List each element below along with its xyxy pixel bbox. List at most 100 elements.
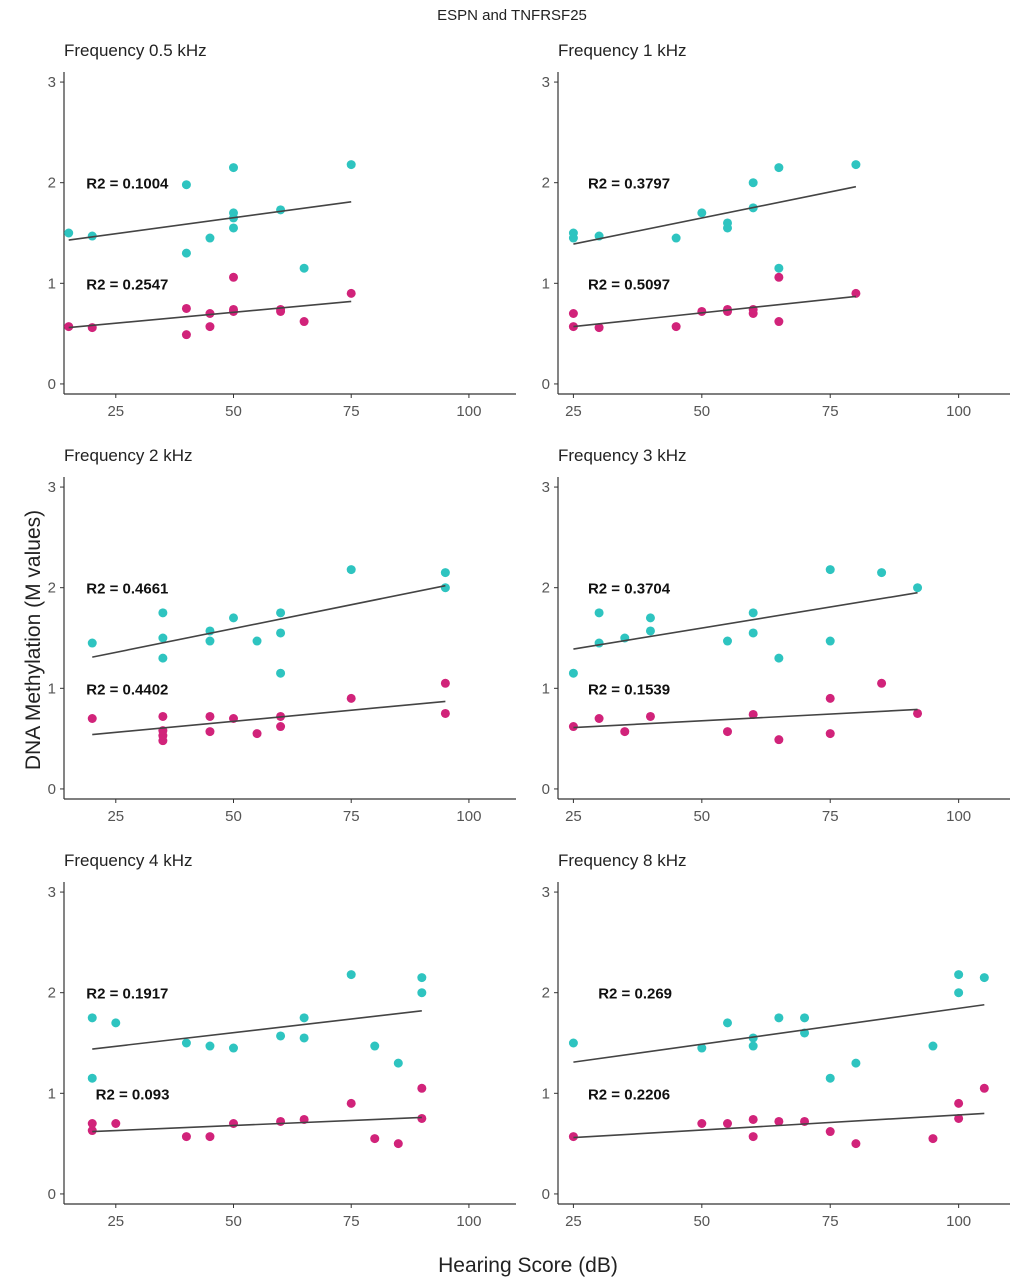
x-tick-label: 50	[225, 808, 242, 825]
espn-point	[205, 636, 215, 646]
r2-label: R2 = 0.4402	[86, 681, 168, 698]
espn-point	[158, 633, 168, 643]
espn-fit-line	[573, 185, 857, 245]
y-tick-label: 0	[48, 1186, 56, 1203]
espn-point	[229, 1043, 238, 1053]
espn-point	[299, 1013, 309, 1023]
espn-point	[774, 653, 784, 663]
y-tick-label: 1	[542, 680, 550, 697]
tnfrsf25-point	[205, 727, 215, 737]
tnfrsf25-point	[87, 714, 97, 723]
tnfrsf25-point	[205, 309, 215, 318]
tnfrsf25-point	[346, 693, 356, 703]
tnfrsf25-point	[851, 1139, 861, 1149]
y-tick-label: 2	[542, 175, 550, 192]
tnfrsf25-point	[158, 711, 168, 721]
tnfrsf25-point	[181, 330, 191, 340]
tnfrsf25-point	[723, 1119, 732, 1128]
espn-point	[229, 208, 238, 218]
tnfrsf25-point	[594, 714, 604, 723]
y-tick-label: 3	[48, 479, 56, 496]
espn-point	[417, 973, 427, 983]
espn-point	[645, 613, 655, 623]
espn-point	[440, 568, 450, 578]
tnfrsf25-fit-line	[92, 1116, 422, 1133]
tnfrsf25-fit-line	[573, 295, 856, 328]
tnfrsf25-point	[748, 1114, 758, 1124]
tnfrsf25-point	[64, 322, 74, 332]
espn-point	[877, 568, 887, 578]
tnfrsf25-point	[181, 1132, 191, 1142]
panel-title: Frequency 4 kHz	[64, 851, 193, 870]
tnfrsf25-point	[877, 678, 887, 688]
panel-title: Frequency 2 kHz	[64, 446, 193, 465]
tnfrsf25-point	[370, 1134, 380, 1144]
x-tick-label: 25	[107, 1213, 124, 1230]
espn-point	[800, 1013, 810, 1023]
y-tick-label: 0	[542, 1186, 550, 1203]
tnfrsf25-point	[620, 727, 630, 737]
tnfrsf25-point	[205, 322, 215, 332]
y-tick-label: 0	[48, 376, 56, 393]
tnfrsf25-point	[774, 735, 784, 745]
espn-point	[568, 228, 578, 238]
espn-point	[928, 1041, 938, 1051]
panel-1: Frequency 0.5 kHz 0 1 2 3 25 50 75 100 R2 = 0.100…	[48, 41, 516, 420]
espn-point	[954, 970, 964, 980]
espn-point	[346, 160, 356, 170]
y-tick-label: 2	[48, 175, 56, 192]
tnfrsf25-point	[276, 1116, 286, 1126]
espn-point	[205, 233, 215, 243]
espn-point	[87, 1013, 97, 1023]
r2-label: R2 = 0.2206	[588, 1086, 670, 1103]
tnfrsf25-point	[594, 323, 604, 333]
espn-point	[299, 263, 309, 273]
espn-point	[568, 668, 578, 678]
tnfrsf25-point	[697, 1119, 707, 1128]
tnfrsf25-point	[111, 1119, 121, 1128]
espn-point	[64, 228, 74, 238]
espn-point	[671, 233, 681, 243]
espn-point	[346, 565, 356, 575]
y-axis-label: DNA Methylation (M values)	[22, 510, 45, 770]
espn-point	[774, 1013, 784, 1023]
x-tick-label: 100	[456, 403, 481, 420]
espn-fit-line	[92, 584, 446, 658]
x-tick-label: 50	[693, 403, 710, 420]
tnfrsf25-fit-line	[573, 708, 918, 729]
panel-title: Frequency 3 kHz	[558, 446, 687, 465]
x-tick-label: 25	[107, 808, 124, 825]
x-tick-label: 25	[565, 403, 582, 420]
x-tick-label: 100	[456, 808, 481, 825]
y-tick-label: 1	[48, 680, 56, 697]
x-tick-label: 100	[946, 403, 971, 420]
x-tick-label: 75	[343, 403, 360, 420]
tnfrsf25-point	[825, 693, 835, 703]
espn-point	[774, 163, 784, 173]
x-tick-label: 100	[946, 1213, 971, 1230]
tnfrsf25-point	[723, 727, 732, 737]
r2-label: R2 = 0.269	[598, 986, 672, 1003]
y-tick-label: 2	[542, 580, 550, 597]
r2-label: R2 = 0.3797	[588, 176, 670, 193]
espn-point	[825, 636, 835, 646]
y-tick-label: 0	[542, 376, 550, 393]
tnfrsf25-point	[774, 317, 784, 327]
tnfrsf25-fit-line	[68, 300, 352, 329]
x-tick-label: 75	[822, 808, 839, 825]
espn-point	[723, 218, 732, 228]
tnfrsf25-fit-line	[573, 1112, 985, 1139]
espn-point	[774, 263, 784, 273]
tnfrsf25-point	[954, 1113, 964, 1123]
tnfrsf25-point	[440, 708, 450, 718]
tnfrsf25-point	[979, 1083, 989, 1093]
tnfrsf25-fit-line	[92, 700, 446, 736]
espn-point	[748, 178, 758, 188]
espn-point	[851, 160, 861, 170]
figure-title: ESPN and TNFRSF25	[437, 7, 587, 24]
y-tick-label: 3	[542, 74, 550, 91]
espn-point	[417, 988, 427, 998]
espn-point	[87, 231, 97, 241]
espn-point	[594, 608, 604, 618]
espn-point	[825, 565, 835, 575]
